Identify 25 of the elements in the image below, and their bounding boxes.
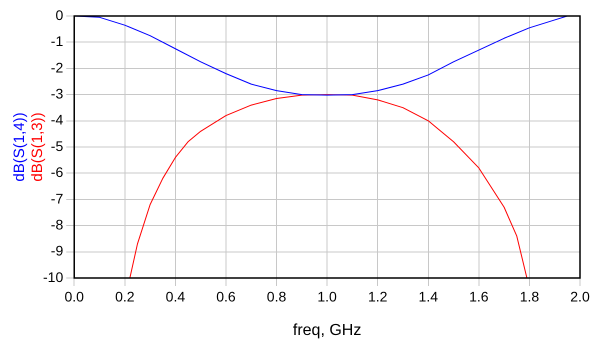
x-tick-label: 1.6 [469,288,489,304]
y-tick-label: -7 [50,190,64,206]
y-tick-label: -1 [50,33,64,50]
x-tick-label: 1.0 [317,288,338,304]
y-tick-label: 0 [55,6,64,23]
y-tick-label: -3 [50,85,64,102]
text: dB(S(1,4)) [11,112,28,182]
x-tick-label: 0.0 [64,288,84,304]
x-tick-label: 1.2 [368,288,388,304]
x-tick-label: 1.4 [418,288,438,304]
x-tick-label: 0.6 [216,288,236,304]
x-axis-title: freq, GHz [292,322,362,339]
x-tick-label: 0.2 [115,288,135,304]
x-tick-label: 0.8 [266,288,286,304]
y-tick-label: -5 [50,138,64,154]
x-tick-label: 1.8 [520,288,540,304]
y-tick-label: -8 [50,216,64,232]
y-tick-label: -10 [43,268,64,285]
y-tick-label: -2 [50,59,64,76]
x-tick-label: 2.0 [570,288,590,304]
y-tick-label: -6 [50,164,64,180]
x-tick-label: 0.4 [166,288,186,304]
y-tick-label: -4 [50,112,64,128]
y-tick-label: -9 [50,242,64,259]
text: dB(S(1,3)) [29,112,46,182]
